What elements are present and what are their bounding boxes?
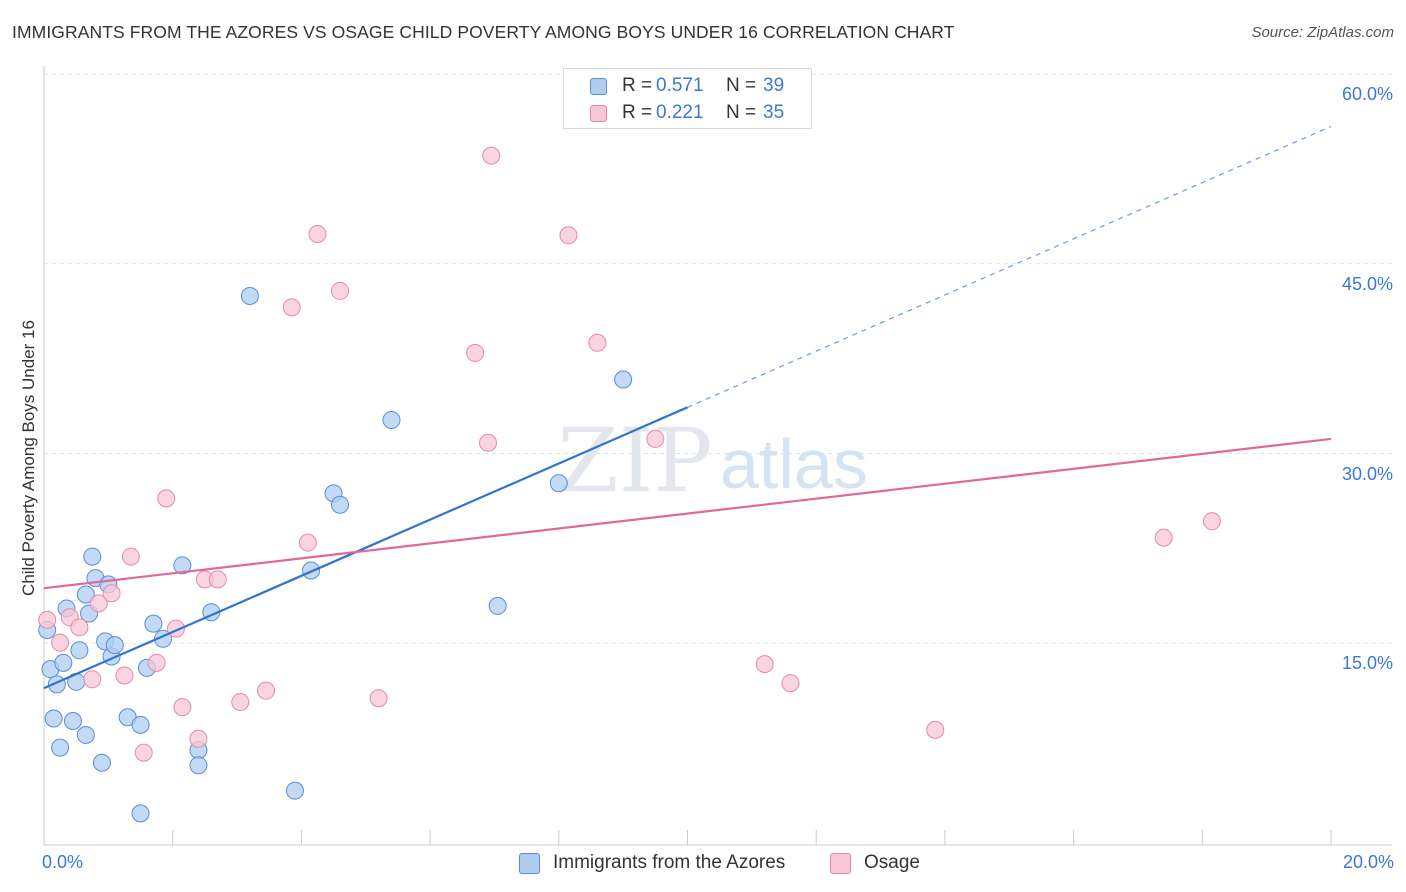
- azores-trend-extension: [687, 125, 1332, 408]
- osage-point: [208, 570, 227, 589]
- osage-point: [70, 618, 89, 637]
- azores-point: [382, 410, 401, 429]
- osage-point: [38, 610, 57, 629]
- azores-point: [92, 753, 111, 772]
- azores-point: [44, 709, 63, 728]
- azores-point: [63, 712, 82, 731]
- osage-point: [121, 547, 140, 566]
- azores-point: [83, 547, 102, 566]
- azores-r-value: 0.571: [656, 75, 704, 96]
- azores-r-label: R =: [622, 75, 653, 96]
- azores-point: [144, 614, 163, 633]
- watermark: ZIP atlas: [557, 409, 867, 512]
- osage-point: [282, 298, 301, 317]
- osage-point: [173, 698, 192, 717]
- legend-osage-label: Osage: [864, 852, 920, 873]
- legend-item-osage[interactable]: Osage: [830, 852, 920, 874]
- chart-title: IMMIGRANTS FROM THE AZORES VS OSAGE CHIL…: [12, 22, 955, 42]
- azores-point: [76, 585, 95, 604]
- azores-point: [549, 474, 568, 493]
- watermark-zip: ZIP: [557, 409, 712, 512]
- azores-point: [189, 756, 208, 775]
- osage-point: [482, 146, 501, 165]
- axes: [43, 66, 1392, 846]
- x-tick-label: 20.0%: [1342, 852, 1394, 872]
- osage-point: [646, 429, 665, 448]
- osage-r-label: R =: [622, 102, 653, 123]
- correlation-legend: R = 0.571 N = 39 R = 0.221 N = 35: [563, 68, 812, 129]
- osage-r-value: 0.221: [656, 102, 704, 123]
- osage-swatch: [590, 105, 607, 122]
- azores-point: [105, 636, 124, 655]
- osage-n-label: N =: [726, 102, 757, 123]
- osage-point: [89, 594, 108, 613]
- source-credit: Source: ZipAtlas.com: [1251, 24, 1394, 41]
- osage-point: [559, 226, 578, 245]
- osage-point: [102, 584, 121, 603]
- osage-point: [755, 655, 774, 674]
- osage-point: [83, 670, 102, 689]
- azores-point: [488, 596, 507, 615]
- y-tick-label: 45.0%: [1341, 273, 1393, 294]
- azores-point: [331, 495, 350, 514]
- watermark-atlas: atlas: [720, 425, 868, 503]
- azores-point: [173, 556, 192, 575]
- osage-point: [1202, 512, 1221, 531]
- azores-trend-line: [43, 406, 688, 690]
- x-tick-label: 0.0%: [42, 852, 84, 872]
- azores-point: [70, 641, 89, 660]
- gridlines: [44, 73, 1392, 644]
- azores-n-label: N =: [726, 75, 757, 96]
- osage-trend-line: [43, 437, 1332, 590]
- osage-n-value: 35: [763, 102, 785, 123]
- osage-point: [926, 720, 945, 739]
- azores-point: [131, 804, 150, 823]
- azores-point: [54, 653, 73, 672]
- legend-azores-swatch: [519, 852, 540, 874]
- osage-point: [189, 729, 208, 748]
- osage-point: [231, 693, 250, 712]
- azores-point: [614, 370, 633, 389]
- osage-point: [51, 633, 70, 652]
- osage-point: [134, 743, 153, 762]
- osage-point: [157, 489, 176, 508]
- y-tick-label: 60.0%: [1341, 84, 1393, 104]
- azores-point: [240, 286, 259, 305]
- osage-point: [115, 666, 134, 685]
- legend-item-azores[interactable]: Immigrants from the Azores: [519, 852, 785, 874]
- y-tick-label: 15.0%: [1341, 653, 1393, 674]
- trend-lines: [43, 125, 1332, 690]
- osage-point: [298, 533, 317, 552]
- y-tick-label: 30.0%: [1341, 463, 1393, 484]
- osage-points: [38, 146, 1221, 762]
- osage-point: [479, 433, 498, 452]
- osage-point: [147, 653, 166, 672]
- osage-point: [257, 681, 276, 700]
- azores-point: [131, 715, 150, 734]
- azores-point: [76, 725, 95, 744]
- legend-osage-swatch: [830, 852, 851, 874]
- azores-point: [51, 738, 70, 757]
- osage-point: [1154, 528, 1173, 547]
- osage-point: [308, 225, 327, 244]
- osage-point: [369, 689, 388, 708]
- osage-point: [781, 674, 800, 693]
- osage-point: [466, 343, 485, 362]
- osage-point: [331, 281, 350, 300]
- legend-azores-label: Immigrants from the Azores: [553, 852, 786, 873]
- series-legend: Immigrants from the Azores Osage: [0, 852, 1406, 878]
- azores-swatch: [590, 78, 607, 95]
- azores-point: [285, 781, 304, 800]
- osage-point: [588, 333, 607, 352]
- azores-n-value: 39: [763, 75, 785, 96]
